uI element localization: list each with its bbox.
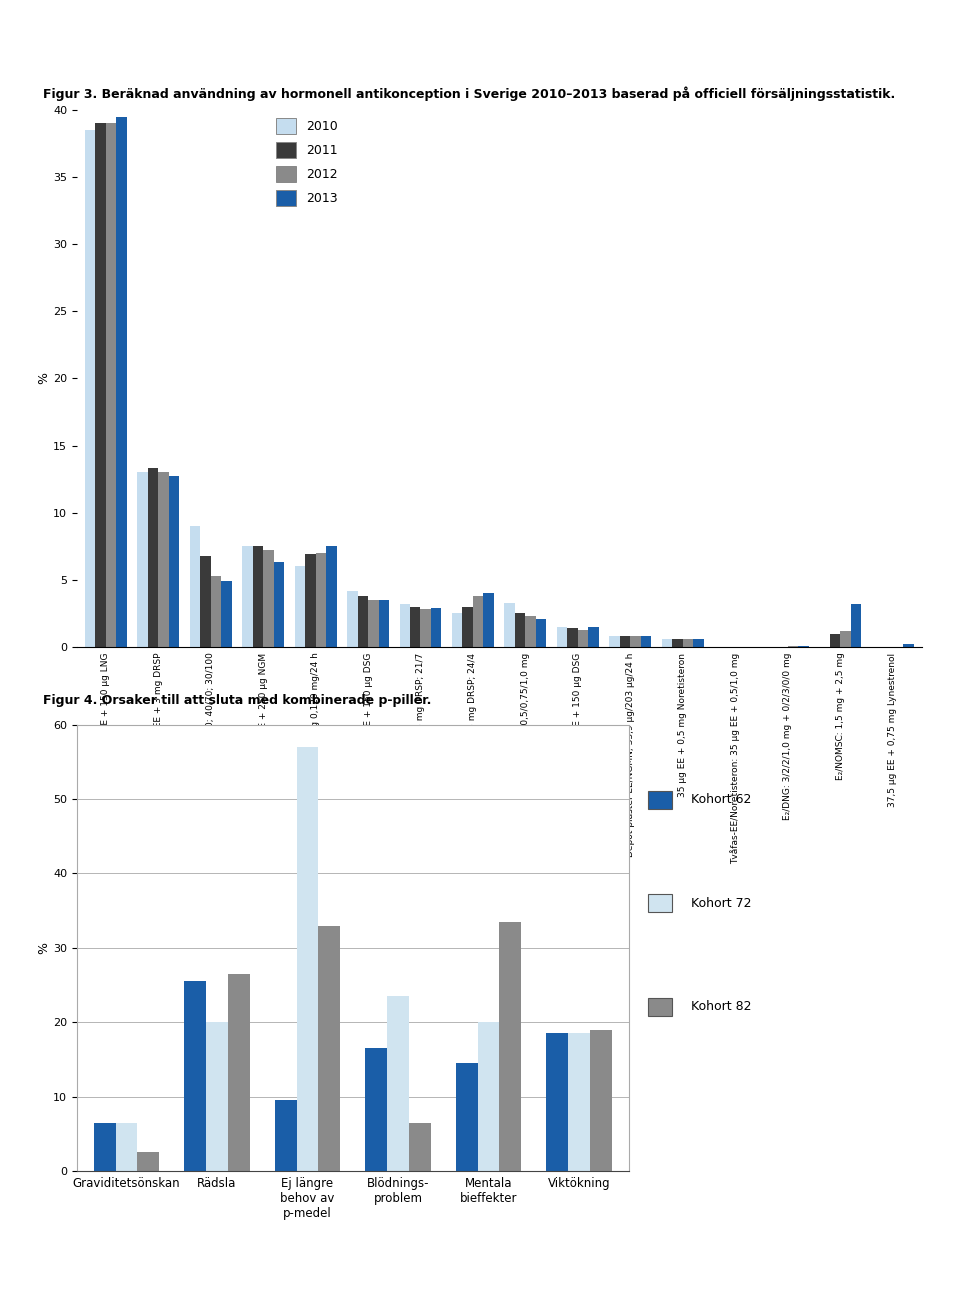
Bar xyxy=(620,637,631,647)
Bar xyxy=(116,1123,137,1171)
Bar xyxy=(473,597,484,647)
Bar xyxy=(137,472,148,647)
Bar xyxy=(557,626,567,647)
Bar xyxy=(410,607,420,647)
Bar xyxy=(295,567,305,647)
Bar xyxy=(347,590,357,647)
Bar xyxy=(641,637,652,647)
Bar xyxy=(536,619,546,647)
Bar xyxy=(94,1123,116,1171)
Bar xyxy=(210,576,221,647)
Bar xyxy=(525,616,536,647)
Bar xyxy=(588,626,599,647)
Bar xyxy=(829,634,840,647)
Bar xyxy=(484,593,494,647)
Bar xyxy=(274,563,284,647)
Bar xyxy=(316,553,326,647)
Bar xyxy=(672,639,683,647)
Bar xyxy=(515,613,525,647)
Bar xyxy=(200,555,210,647)
Bar xyxy=(589,1030,612,1171)
Bar xyxy=(275,1100,297,1171)
Bar xyxy=(456,1064,478,1171)
Text: Kohort 72: Kohort 72 xyxy=(691,897,752,910)
Bar xyxy=(478,1022,499,1171)
Bar xyxy=(137,1153,159,1171)
Bar xyxy=(169,476,180,647)
Bar xyxy=(903,644,914,647)
Text: Kohort 62: Kohort 62 xyxy=(691,793,752,806)
Bar xyxy=(693,639,704,647)
Text: Figur 3. Beräknad användning av hormonell antikonception i Sverige 2010–2013 bas: Figur 3. Beräknad användning av hormonel… xyxy=(43,87,896,101)
Bar xyxy=(648,998,672,1016)
Bar xyxy=(158,472,169,647)
Text: 34  •  INFORMATION FRÅN LÄKEMEDELSVERKET 2:2014: 34 • INFORMATION FRÅN LÄKEMEDELSVERKET 2… xyxy=(286,1268,674,1281)
Bar xyxy=(206,1022,228,1171)
Bar xyxy=(610,637,620,647)
Bar xyxy=(368,600,378,647)
Bar xyxy=(319,925,340,1171)
Bar xyxy=(504,603,515,647)
Bar xyxy=(409,1123,431,1171)
Bar xyxy=(252,546,263,647)
Bar xyxy=(190,527,200,647)
Bar xyxy=(420,609,431,647)
Bar xyxy=(221,581,231,647)
Bar xyxy=(631,637,641,647)
Bar xyxy=(84,131,95,647)
Bar xyxy=(851,604,861,647)
Y-axis label: %: % xyxy=(37,373,50,384)
Bar xyxy=(387,996,409,1171)
Y-axis label: %: % xyxy=(37,942,50,954)
Bar xyxy=(263,550,274,647)
Bar xyxy=(184,981,206,1171)
Text: Figur 4. Orsaker till att sluta med kombinerade p-piller.: Figur 4. Orsaker till att sluta med komb… xyxy=(43,694,432,707)
Legend: 2010, 2011, 2012, 2013: 2010, 2011, 2012, 2013 xyxy=(269,111,346,214)
Bar xyxy=(366,1048,387,1171)
Bar xyxy=(463,607,473,647)
Bar xyxy=(683,639,693,647)
Bar xyxy=(148,468,158,647)
Bar xyxy=(788,646,799,647)
Bar xyxy=(840,631,851,647)
Bar xyxy=(326,546,337,647)
Bar xyxy=(297,747,319,1171)
Text: Kohort 82: Kohort 82 xyxy=(691,1000,752,1013)
Bar xyxy=(648,894,672,912)
Bar xyxy=(499,921,521,1171)
Bar xyxy=(799,646,808,647)
Bar xyxy=(378,600,389,647)
Bar xyxy=(648,791,672,809)
Bar xyxy=(399,604,410,647)
Bar xyxy=(228,974,250,1171)
Bar xyxy=(106,123,116,647)
Text: BAKGRUNDSDOKUMENTATION: BAKGRUNDSDOKUMENTATION xyxy=(17,17,204,27)
Bar xyxy=(95,123,106,647)
Bar xyxy=(242,546,252,647)
Bar xyxy=(357,597,368,647)
Bar xyxy=(431,608,442,647)
Bar xyxy=(568,1034,589,1171)
Bar xyxy=(546,1034,568,1171)
Bar xyxy=(305,554,316,647)
Bar xyxy=(116,116,127,647)
Bar xyxy=(661,639,672,647)
Bar xyxy=(452,613,463,647)
Bar xyxy=(567,628,578,647)
Bar xyxy=(578,630,588,647)
